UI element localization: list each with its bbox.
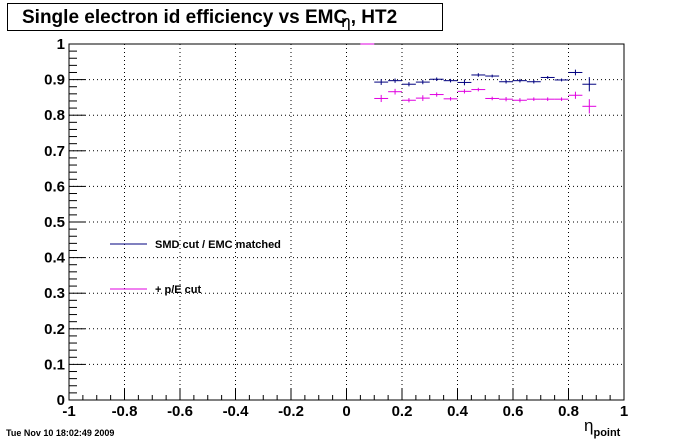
x-tick-label: 0.8 bbox=[558, 403, 579, 420]
y-tick-labels: 0 0.1 0.2 0.3 0.4 0.5 0.6 0.7 0.8 0.9 1 bbox=[44, 36, 66, 409]
data-point-pe bbox=[499, 97, 513, 102]
data-point-smd bbox=[457, 79, 472, 86]
data-point-pe bbox=[443, 97, 458, 101]
timestamp: Tue Nov 10 18:02:49 2009 bbox=[6, 428, 115, 438]
y-tick-label: 0.9 bbox=[44, 72, 65, 89]
legend-label-smd: SMD cut / EMC matched bbox=[155, 239, 281, 251]
x-axis-subscript: point bbox=[593, 427, 620, 439]
chart-title-suffix: , HT2 bbox=[350, 7, 398, 28]
data-point-smd bbox=[568, 69, 583, 76]
grid-lines bbox=[69, 44, 624, 400]
data-point-smd bbox=[499, 79, 513, 84]
chart-title: Single electron id efficiency vs EMCη, H… bbox=[22, 7, 403, 31]
y-tick-label: 0 bbox=[57, 392, 65, 409]
y-tick-label: 0.8 bbox=[44, 107, 65, 124]
data-point-pe bbox=[457, 89, 472, 94]
data-point-smd bbox=[429, 77, 444, 82]
x-axis-title: ηpoint bbox=[584, 416, 621, 439]
data-point-smd bbox=[485, 74, 500, 78]
x-tick-label: -0.4 bbox=[223, 403, 250, 420]
axis-ticks bbox=[68, 43, 625, 401]
x-tick-label: 0 bbox=[342, 403, 350, 420]
y-tick-label: 1 bbox=[57, 36, 65, 53]
y-tick-label: 0.7 bbox=[44, 143, 65, 160]
data-point-smd bbox=[374, 79, 389, 85]
chart-title-eta: η bbox=[341, 12, 351, 31]
data-point-pe bbox=[582, 99, 597, 114]
data-point-pe bbox=[429, 92, 444, 97]
data-point-pe bbox=[540, 97, 555, 101]
y-tick-label: 0.1 bbox=[44, 356, 65, 373]
data-point-pe bbox=[485, 96, 500, 101]
data-point-pe bbox=[471, 87, 486, 92]
data-point-smd bbox=[582, 77, 597, 92]
x-tick-label: -0.6 bbox=[167, 403, 193, 420]
x-tick-label: 0.6 bbox=[503, 403, 524, 420]
x-tick-label: 0.2 bbox=[392, 403, 413, 420]
data-point-smd bbox=[415, 79, 430, 85]
data-point-pe bbox=[415, 95, 430, 101]
data-point-smd bbox=[471, 73, 486, 77]
y-tick-label: 0.3 bbox=[44, 285, 65, 302]
x-tick-label: -1 bbox=[62, 403, 75, 420]
y-tick-label: 0.4 bbox=[44, 250, 66, 267]
data-point-smd bbox=[554, 78, 569, 82]
legend-label-pe: + p/E cut bbox=[155, 284, 201, 296]
data-point-smd bbox=[513, 78, 527, 83]
legend: SMD cut / EMC matched + p/E cut bbox=[110, 239, 281, 296]
data-point-pe bbox=[402, 98, 416, 103]
data-point-pe bbox=[568, 91, 583, 99]
y-tick-label: 0.2 bbox=[44, 321, 65, 338]
data-point-smd bbox=[388, 78, 402, 83]
x-tick-label: -0.8 bbox=[112, 403, 138, 420]
plot-frame bbox=[68, 43, 625, 401]
data-point-pe bbox=[513, 98, 527, 103]
chart-title-main: Single electron id efficiency vs EMC bbox=[22, 7, 348, 28]
data-point-pe bbox=[554, 97, 569, 101]
y-tick-label: 0.5 bbox=[44, 214, 65, 231]
data-series bbox=[360, 43, 597, 114]
data-point-pe bbox=[388, 88, 402, 95]
data-point-smd bbox=[540, 76, 555, 79]
data-point-pe bbox=[526, 97, 541, 101]
data-point-smd bbox=[402, 82, 416, 87]
x-axis-eta: η bbox=[584, 416, 593, 435]
y-tick-label: 0.6 bbox=[44, 178, 65, 195]
data-point-smd bbox=[443, 78, 458, 83]
x-tick-label: 0.4 bbox=[447, 403, 469, 420]
data-point-smd bbox=[526, 79, 541, 84]
chart-title-box: Single electron id efficiency vs EMCη, H… bbox=[7, 3, 443, 31]
x-tick-label: 1 bbox=[620, 403, 628, 420]
data-point-pe bbox=[374, 94, 389, 103]
x-tick-labels: -1 -0.8 -0.6 -0.4 -0.2 0 0.2 0.4 0.6 0.8 1 bbox=[62, 403, 628, 420]
x-tick-label: -0.2 bbox=[278, 403, 304, 420]
